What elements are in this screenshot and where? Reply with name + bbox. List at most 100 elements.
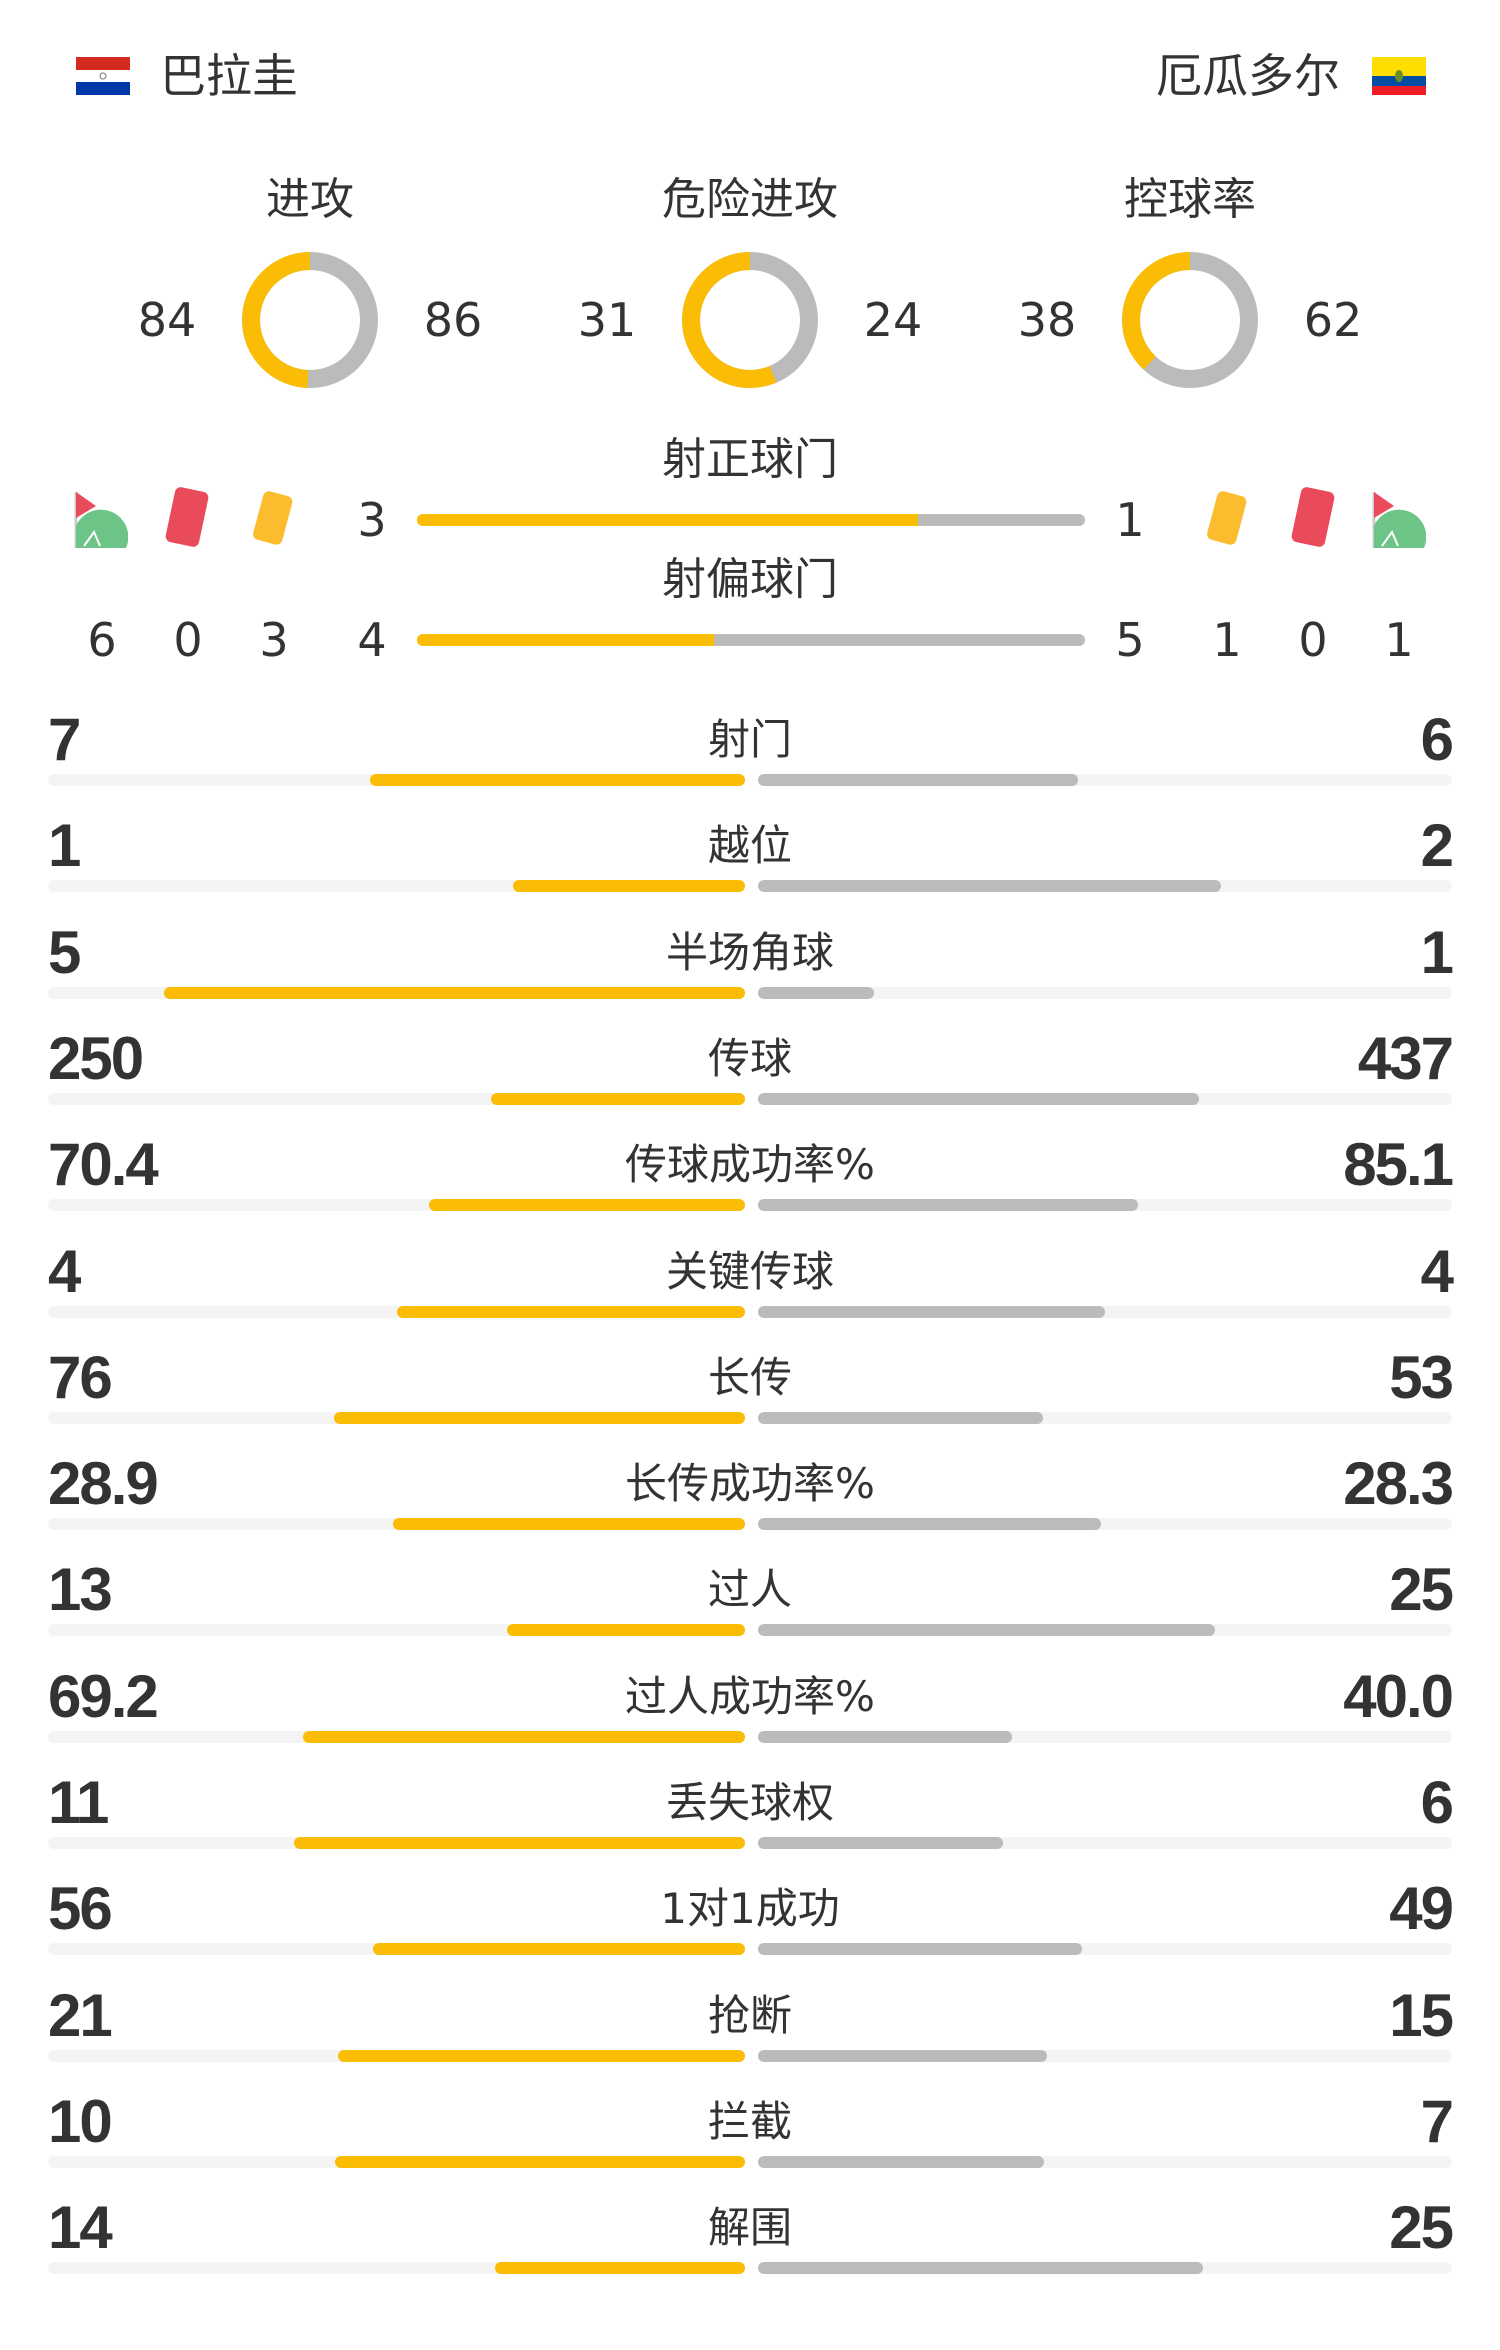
stat-home-value: 56 <box>48 1875 113 1943</box>
stat-away-track <box>758 1837 1452 1849</box>
stat-home-value: 13 <box>48 1556 113 1624</box>
away-team-name: 厄瓜多尔 <box>1156 49 1340 103</box>
stat-home-value: 28.9 <box>48 1450 159 1518</box>
home-red-card-icon <box>160 485 214 547</box>
stat-label: 关键传球 <box>665 1246 834 1296</box>
donut-home-arc <box>242 252 378 388</box>
stat-label: 长传 <box>707 1352 792 1402</box>
stat-label: 传球成功率% <box>625 1140 875 1190</box>
stat-home-bar <box>396 1305 745 1318</box>
stat-home-bar <box>369 774 745 786</box>
stat-home-track <box>48 986 745 999</box>
stat-away-value: 25 <box>1389 2194 1454 2262</box>
stat-away-value: 15 <box>1389 1981 1454 2049</box>
stat-home-bar <box>303 1730 745 1743</box>
shots-on-target-bar <box>417 514 1085 526</box>
stat-home-value: 70.4 <box>48 1131 159 1199</box>
stat-home-track <box>48 1199 745 1212</box>
stat-label: 射门 <box>707 715 792 764</box>
stat-away-bar <box>758 1943 1082 1956</box>
stat-label: 丢失球权 <box>665 1778 834 1827</box>
stat-away-value: 85.1 <box>1343 1131 1454 1199</box>
stat-home-bar <box>429 1199 745 1212</box>
stat-away-track <box>758 1730 1452 1743</box>
stat-away-bar <box>758 1199 1138 1212</box>
stat-home-value: 11 <box>48 1769 109 1836</box>
stat-home-track <box>48 1943 745 1956</box>
donut-home-value: 31 <box>577 293 637 347</box>
stat-away-track <box>758 1305 1452 1318</box>
stat-away-value: 53 <box>1389 1343 1454 1411</box>
stat-home-bar <box>392 1518 745 1531</box>
stat-label: 长传成功率% <box>625 1459 875 1509</box>
home-shots-off-target: 4 <box>357 613 387 667</box>
stat-away-track <box>758 774 1452 786</box>
stat-home-bar <box>491 1092 745 1105</box>
stat-away-value: 40.0 <box>1343 1662 1454 1730</box>
stat-home-track <box>48 1411 745 1424</box>
stat-away-value: 6 <box>1420 1769 1454 1836</box>
stat-label: 半场角球 <box>665 927 834 977</box>
stat-home-bar <box>512 880 745 893</box>
away-red-card-icon <box>1286 485 1340 547</box>
stat-away-track <box>758 1518 1452 1531</box>
stat-home-value: 4 <box>48 1237 81 1305</box>
stat-label: 过人 <box>707 1565 792 1615</box>
stat-home-bar <box>164 986 745 999</box>
donut-chart <box>235 245 385 395</box>
shots-off-target-bar <box>417 634 1085 646</box>
stat-home-track <box>48 1730 745 1743</box>
stat-away-track <box>758 1624 1452 1637</box>
stat-away-bar <box>758 1730 1013 1743</box>
away-yellow-card-icon <box>1200 485 1254 545</box>
stat-label: 1对1成功 <box>660 1884 840 1934</box>
donut-away-value: 86 <box>423 293 483 347</box>
stat-away-value: 49 <box>1389 1875 1454 1943</box>
stat-home-value: 14 <box>48 2194 113 2262</box>
home-yellow-card-icon <box>246 485 300 545</box>
stat-home-track <box>48 1518 745 1531</box>
donut-chart <box>675 245 825 395</box>
stat-away-value: 2 <box>1420 812 1454 880</box>
stat-home-value: 69.2 <box>48 1662 159 1730</box>
home-yellow-cards-count: 3 <box>259 613 289 667</box>
donut-away-value: 62 <box>1303 293 1363 347</box>
stat-home-track <box>48 2262 745 2275</box>
stat-away-bar <box>758 2262 1203 2275</box>
away-shots-on-target: 1 <box>1115 493 1145 547</box>
stat-away-value: 6 <box>1420 706 1454 773</box>
stat-away-track <box>758 1199 1452 1212</box>
stat-away-bar <box>758 1624 1215 1637</box>
stat-home-value: 250 <box>48 1024 144 1092</box>
stat-away-bar <box>758 774 1079 786</box>
donut-home-arc <box>682 252 818 388</box>
stat-away-bar <box>758 1837 1003 1849</box>
stat-home-track <box>48 774 745 786</box>
donut-chart <box>1115 245 1265 395</box>
home-team-name: 巴拉圭 <box>160 49 298 103</box>
stat-home-track <box>48 1837 745 1849</box>
stat-label: 过人成功率% <box>625 1671 875 1721</box>
stat-home-track <box>48 1624 745 1637</box>
home-corner-flag-icon <box>74 490 129 550</box>
stat-away-track <box>758 1943 1452 1956</box>
stat-away-value: 4 <box>1420 1237 1454 1305</box>
stat-home-bar <box>334 1411 745 1424</box>
stat-away-track <box>758 2155 1452 2168</box>
stat-home-track <box>48 1305 745 1318</box>
stat-label: 拦截 <box>707 2096 792 2146</box>
stat-away-value: 28.3 <box>1343 1450 1454 1518</box>
away-corner-flag-icon <box>1372 490 1427 550</box>
shots-on-target-home-fill <box>417 514 918 526</box>
shots-off-target-home-fill <box>417 634 714 646</box>
stat-away-bar <box>758 1411 1044 1424</box>
donut-home-value: 38 <box>1017 293 1077 347</box>
home-corners-count: 6 <box>87 613 117 667</box>
stat-away-bar <box>758 880 1221 893</box>
stat-away-bar <box>758 2049 1048 2062</box>
stat-away-track <box>758 2262 1452 2275</box>
stat-label: 抢断 <box>707 1990 792 2040</box>
stat-home-value: 7 <box>48 706 81 773</box>
home-shots-on-target: 3 <box>357 493 387 547</box>
stat-home-track <box>48 2049 745 2062</box>
